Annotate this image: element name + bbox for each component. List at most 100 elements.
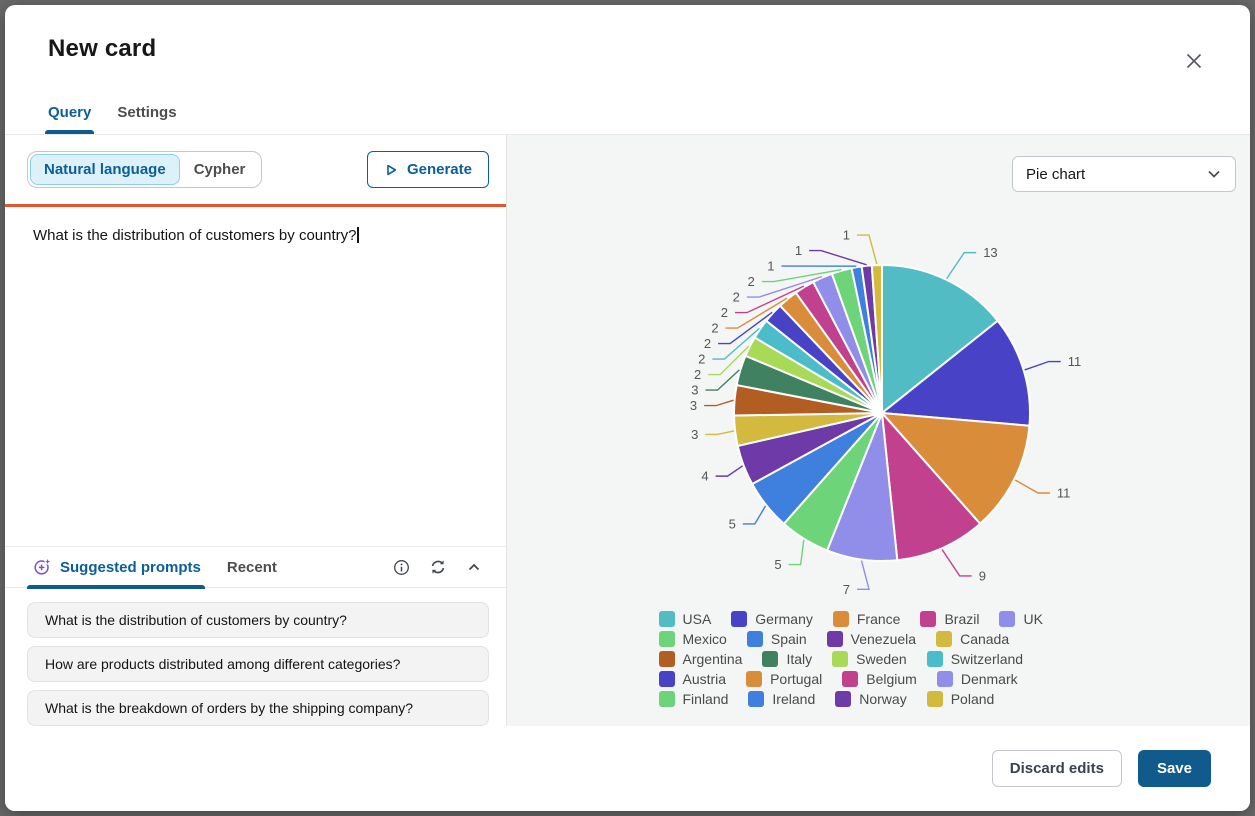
- legend-swatch: [936, 631, 953, 647]
- legend-swatch: [926, 691, 943, 707]
- legend-label: UK: [1023, 611, 1043, 627]
- pie-slice-germany[interactable]: [881, 319, 1031, 427]
- legend-swatch: [999, 611, 1016, 627]
- tab-settings[interactable]: Settings: [117, 104, 177, 121]
- pie-label-line: [742, 505, 767, 525]
- info-icon: [394, 559, 409, 575]
- legend-label: Spain: [770, 631, 807, 647]
- legend-swatch: [762, 651, 779, 667]
- play-icon: [387, 164, 397, 175]
- legend-label: Italy: [786, 651, 813, 667]
- legend-label: Canada: [960, 631, 1010, 647]
- legend-label: Austria: [682, 671, 727, 687]
- legend-label: Denmark: [960, 671, 1018, 687]
- prompts-header: Suggested prompts Recent: [5, 546, 506, 589]
- legend-label: Mexico: [682, 631, 727, 647]
- toggle-natural-language[interactable]: Natural language: [30, 154, 180, 185]
- suggested-prompt-item[interactable]: What is the distribution of customers by…: [27, 602, 489, 638]
- legend-label: Brazil: [944, 611, 980, 627]
- pie-value-label: 5: [729, 516, 736, 531]
- pie-label-line: [705, 369, 740, 391]
- legend-swatch: [746, 631, 763, 647]
- legend-label: USA: [682, 611, 712, 627]
- legend-swatch: [658, 651, 675, 667]
- pie-label-line: [712, 327, 760, 360]
- collapse-button[interactable]: [466, 559, 482, 575]
- pie-value-label: 7: [843, 582, 850, 597]
- info-button[interactable]: [393, 559, 410, 576]
- chart-type-value: Pie chart: [1026, 165, 1086, 183]
- pie-value-label: 3: [691, 427, 698, 442]
- legend-item-italy: Italy: [762, 651, 812, 667]
- legend-label: Finland: [682, 691, 729, 707]
- legend-swatch: [832, 611, 849, 627]
- pie-label-line: [809, 249, 867, 266]
- refresh-button[interactable]: [429, 558, 447, 576]
- legend-label: Poland: [950, 691, 995, 707]
- legend-item-mexico: Mexico: [658, 631, 727, 647]
- pie-value-label: 2: [721, 305, 728, 320]
- legend-item-uk: UK: [999, 611, 1043, 627]
- generate-label: Generate: [406, 161, 472, 178]
- chart-type-select[interactable]: Pie chart: [1012, 156, 1236, 192]
- suggested-prompts-list: What is the distribution of customers by…: [5, 588, 506, 726]
- pie-label-line: [946, 251, 977, 280]
- tab-recent[interactable]: Recent: [227, 546, 277, 588]
- query-text-value: What is the distribution of customers by…: [33, 227, 357, 244]
- chart-legend: USA Germany France Brazil UK Mexico Spain Venez…: [658, 611, 1099, 707]
- legend-swatch: [658, 691, 675, 707]
- legend-item-poland: Poland: [926, 691, 995, 707]
- pie-value-label: 9: [979, 568, 986, 583]
- legend-swatch: [936, 671, 953, 687]
- editor-topbar: Natural language Cypher Generate: [5, 135, 506, 207]
- pie-slice-france[interactable]: [881, 412, 1031, 525]
- pie-label-line: [788, 539, 805, 566]
- legend-swatch: [826, 631, 843, 647]
- discard-edits-button[interactable]: Discard edits: [991, 750, 1122, 787]
- tab-suggested-prompts[interactable]: Suggested prompts: [27, 546, 205, 589]
- suggested-prompt-item[interactable]: How are products distributed among diffe…: [27, 646, 489, 682]
- pie-slice-usa[interactable]: [881, 264, 999, 414]
- legend-item-sweden: Sweden: [832, 651, 907, 667]
- legend-label: Venezuela: [850, 631, 917, 647]
- legend-swatch: [731, 611, 748, 627]
- generate-button[interactable]: Generate: [366, 151, 489, 188]
- pie-label-line: [1024, 360, 1061, 371]
- pie-value-label: 1: [767, 259, 774, 274]
- chevron-up-icon: [468, 563, 480, 571]
- pie-value-label: 2: [711, 321, 718, 336]
- dialog-tabs: Query Settings: [44, 104, 177, 134]
- query-text-input[interactable]: What is the distribution of customers by…: [5, 207, 506, 546]
- close-button[interactable]: [1182, 49, 1206, 73]
- legend-item-argentina: Argentina: [658, 651, 742, 667]
- pie-slice-brazil[interactable]: [881, 412, 982, 562]
- pie-label-line: [857, 234, 878, 265]
- legend-swatch: [926, 651, 943, 667]
- legend-swatch: [658, 671, 675, 687]
- legend-item-portugal: Portugal: [746, 671, 822, 687]
- legend-label: Germany: [755, 611, 813, 627]
- toggle-cypher[interactable]: Cypher: [180, 154, 260, 185]
- pie-label-line: [705, 430, 735, 436]
- pie-label-line: [715, 465, 744, 477]
- pie-slice-poland[interactable]: [870, 264, 883, 414]
- legend-item-venezuela: Venezuela: [826, 631, 917, 647]
- save-button[interactable]: Save: [1137, 750, 1211, 787]
- legend-item-belgium: Belgium: [842, 671, 917, 687]
- legend-item-austria: Austria: [658, 671, 727, 687]
- refresh-icon: [431, 560, 445, 574]
- pie-label-line: [857, 560, 870, 591]
- legend-item-ireland: Ireland: [748, 691, 815, 707]
- chevron-down-icon: [1208, 170, 1220, 178]
- legend-swatch: [658, 611, 675, 627]
- tab-query[interactable]: Query: [44, 104, 95, 134]
- pie-value-label: 1: [795, 243, 802, 258]
- dialog-header: New card Query Settings: [5, 5, 1250, 135]
- legend-item-usa: USA: [658, 611, 712, 627]
- legend-item-canada: Canada: [936, 631, 1009, 647]
- legend-label: Belgium: [866, 671, 917, 687]
- suggested-prompt-item[interactable]: What is the breakdown of orders by the s…: [27, 690, 489, 726]
- legend-label: Switzerland: [950, 651, 1024, 667]
- legend-swatch: [748, 691, 765, 707]
